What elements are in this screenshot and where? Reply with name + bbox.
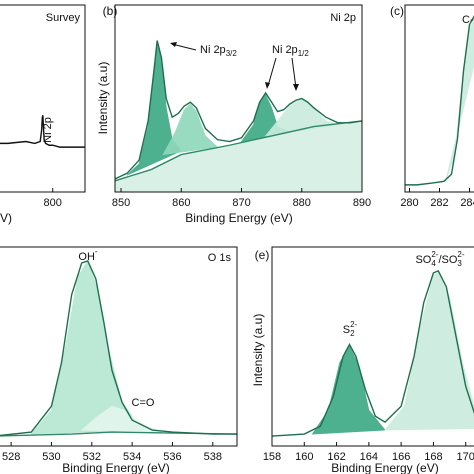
arrow	[171, 43, 197, 51]
x-tick-label: 538	[204, 451, 222, 463]
axes-frame	[114, 4, 363, 193]
y-axis-label: Intensity (a.u)	[96, 62, 110, 135]
annotation: C=O	[132, 397, 155, 409]
annotation-part: Ni 2p	[200, 44, 226, 56]
panel-title: C-	[462, 14, 474, 26]
x-tick-label: 164	[360, 451, 378, 463]
annotation-part: /SO	[438, 254, 457, 266]
spectrum-line	[405, 15, 474, 186]
spectrum-line	[272, 269, 474, 437]
arrow	[267, 57, 277, 87]
axes-frame	[404, 4, 474, 193]
annotation-part: 2-	[431, 250, 438, 259]
x-tick-label: 160	[295, 451, 313, 463]
annotation-part: C=O	[132, 397, 155, 409]
spectrum-line	[0, 260, 237, 437]
x-tick-label: 166	[392, 451, 410, 463]
annotation-part: 2-	[350, 320, 357, 329]
plot-area	[272, 269, 474, 437]
x-tick-label: 158	[263, 451, 281, 463]
x-tick-label: 880	[293, 197, 311, 209]
x-tick-label: 532	[83, 451, 101, 463]
annotation-part: 2-	[457, 250, 464, 259]
panel-label: (c)	[390, 4, 404, 18]
x-axis-label: Binding Energy (eV)	[62, 461, 169, 474]
spectrum-line	[115, 40, 362, 180]
fit-component	[384, 272, 474, 431]
arrow-head	[170, 42, 177, 47]
x-axis-label: V)	[0, 211, 12, 225]
x-tick-label: 536	[163, 451, 181, 463]
x-axis-label: Binding Energy (eV)	[185, 211, 292, 225]
panel-label: (e)	[255, 248, 270, 262]
x-tick-label: 530	[42, 451, 60, 463]
annotation-part: Ni 2p	[272, 44, 298, 56]
annotation-part: 3/2	[226, 49, 238, 58]
x-tick-label: 850	[112, 197, 130, 209]
x-tick-label: 284	[460, 197, 474, 209]
panel-label: (b)	[103, 4, 118, 18]
arrows	[170, 42, 299, 91]
annotation-part: 4	[431, 259, 436, 268]
annotation-part: S	[343, 324, 350, 336]
spectrum-line	[115, 120, 362, 182]
x-tick-label: 890	[353, 197, 371, 209]
axes-frame	[271, 246, 474, 447]
annotation-part: -	[95, 247, 98, 256]
spectrum-line	[0, 431, 237, 437]
annotation-part: 3	[457, 259, 462, 268]
annotation-part: 1/2	[298, 49, 310, 58]
annotation-part: 2	[350, 329, 355, 338]
arrow	[291, 57, 297, 89]
y-axis-label: Intensity (a.u)	[251, 314, 265, 387]
x-tick-label: 860	[172, 197, 190, 209]
plot-area	[0, 115, 85, 148]
panel-title: Ni 2p	[330, 12, 356, 24]
annotation: Ni 2p1/2	[272, 44, 309, 58]
plot-area	[405, 15, 474, 186]
annotation-part: OH	[78, 251, 95, 263]
axes-frame	[0, 4, 86, 193]
annotation: Ni 2p3/2	[200, 44, 237, 58]
annotation-part: Ni 2p	[42, 117, 54, 143]
x-tick-label: 280	[400, 197, 418, 209]
axes-frame	[0, 246, 238, 447]
x-axis-label: Binding Energy (eV)	[331, 461, 438, 474]
panel-title: Survey	[46, 12, 81, 24]
panel-title: O 1s	[208, 252, 232, 264]
plot-area	[0, 260, 237, 437]
annotation: S22-	[343, 320, 358, 338]
x-tick-label: 282	[430, 197, 448, 209]
x-tick-label: 168	[424, 451, 442, 463]
arrow-head	[293, 84, 299, 91]
spectrum-line	[0, 115, 85, 148]
arrow-head	[265, 82, 270, 89]
x-tick-label: 162	[327, 451, 345, 463]
fit-component	[162, 103, 219, 156]
annotation-part: SO	[415, 254, 431, 266]
x-tick-label: 170	[457, 451, 474, 463]
x-tick-label: 800	[44, 197, 62, 209]
annotation: Ni 2p	[42, 117, 54, 143]
x-tick-label: 870	[232, 197, 250, 209]
fit-component	[445, 18, 474, 182]
x-tick-label: 528	[2, 451, 20, 463]
annotation: OH-	[78, 247, 98, 263]
x-tick-label: 534	[123, 451, 141, 463]
plot-area	[115, 40, 362, 192]
annotation: SO42-/SO32-	[415, 250, 464, 268]
